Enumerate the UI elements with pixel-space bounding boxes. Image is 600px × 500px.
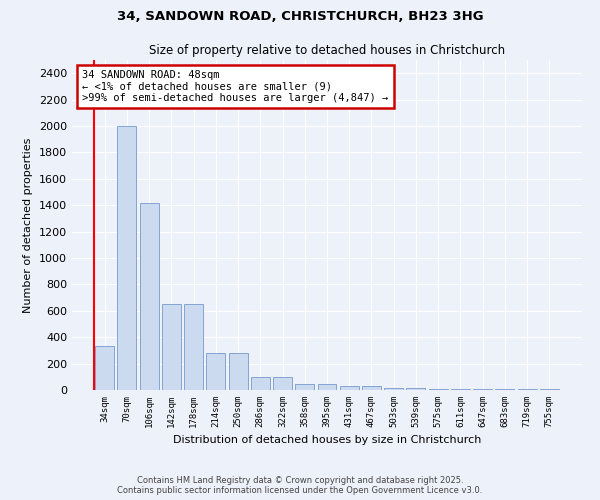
Bar [118,126,136,390]
Bar [229,353,248,390]
Bar [295,384,314,390]
Bar [162,304,181,390]
Bar [429,388,448,390]
Bar [340,386,359,390]
Bar [317,384,337,390]
Text: Contains HM Land Registry data © Crown copyright and database right 2025.
Contai: Contains HM Land Registry data © Crown c… [118,476,482,495]
Bar [251,377,270,390]
Bar [384,388,403,390]
Bar [273,377,292,390]
X-axis label: Distribution of detached houses by size in Christchurch: Distribution of detached houses by size … [173,436,481,446]
Bar [406,388,425,390]
Bar [362,386,381,390]
Bar [206,353,225,390]
Y-axis label: Number of detached properties: Number of detached properties [23,138,34,312]
Title: Size of property relative to detached houses in Christchurch: Size of property relative to detached ho… [149,44,505,58]
Bar [95,346,114,390]
Bar [140,203,158,390]
Text: 34, SANDOWN ROAD, CHRISTCHURCH, BH23 3HG: 34, SANDOWN ROAD, CHRISTCHURCH, BH23 3HG [116,10,484,23]
Bar [451,389,470,390]
Bar [184,304,203,390]
Text: 34 SANDOWN ROAD: 48sqm
← <1% of detached houses are smaller (9)
>99% of semi-det: 34 SANDOWN ROAD: 48sqm ← <1% of detached… [82,70,388,103]
